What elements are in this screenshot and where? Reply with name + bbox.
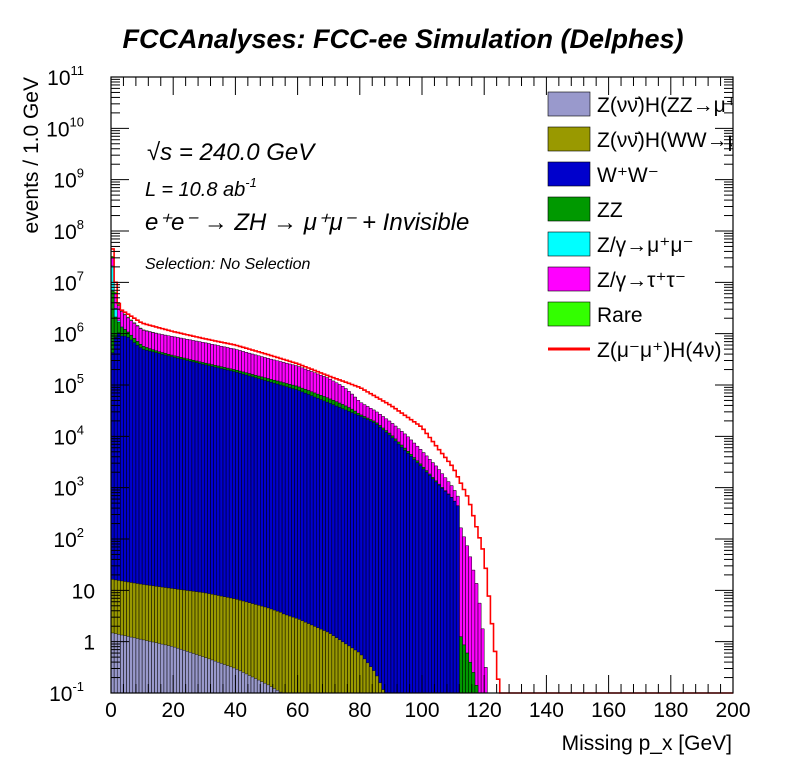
legend-label: Z(νν̄)H(WW→μ⁺νμ [597, 129, 773, 152]
y-tick-label: 108 [53, 217, 84, 244]
legend-label: Z/γ→μ⁺μ⁻ [597, 234, 694, 257]
y-axis-title: events / 1.0 GeV [20, 77, 43, 233]
y-tick-exponent: 8 [77, 217, 84, 232]
y-tick-exponent: 10 [70, 114, 84, 129]
legend-swatch [547, 91, 591, 117]
y-tick-label: 1011 [47, 63, 84, 90]
y-tick-exponent: 5 [77, 371, 84, 386]
lumi-text: L = 10.8 ab [145, 179, 245, 201]
legend-label: Rare [597, 304, 643, 327]
chart-title: FCCAnalyses: FCC-ee Simulation (Delphes) [122, 24, 683, 54]
sqrts-annotation: √s = 240.0 GeV [147, 139, 316, 166]
process-annotation: e⁺e⁻ → ZH → μ⁺μ⁻ + Invisible [145, 209, 469, 236]
x-axis-title: Missing p_x [GeV] [562, 732, 732, 755]
x-tick-label: 40 [224, 699, 247, 722]
legend: Z(νν̄)H(ZZ→μ⁺μ⁻ν⁺ Z(νν̄)H(WW→μ⁺νμ W⁺W⁻ ZZ Z/… [547, 91, 782, 362]
y-tick-label: 10-1 [49, 679, 84, 706]
y-tick-exponent: 2 [77, 525, 84, 540]
y-tick-exponent: 11 [71, 63, 85, 78]
y-tick-label: 10 [72, 580, 95, 603]
legend-swatch [547, 301, 591, 327]
legend-swatch [547, 126, 591, 152]
legend-swatch [547, 266, 591, 292]
y-tick-label: 109 [53, 166, 84, 193]
lumi-exponent: -1 [245, 175, 257, 190]
series-z-h-zz--area [110, 632, 283, 694]
y-tick-label: 107 [53, 268, 84, 295]
sqrts-text: s = 240.0 GeV [160, 139, 316, 166]
x-tick-label: 20 [162, 699, 185, 722]
annotation-layer: √s = 240.0 GeV L = 10.8 ab-1 e⁺e⁻ → ZH →… [145, 139, 469, 273]
y-tick-label: 103 [53, 474, 84, 501]
lumi-annotation: L = 10.8 ab-1 [145, 175, 257, 201]
x-tick-label: 160 [591, 699, 626, 722]
y-tick-exponent: 3 [77, 474, 84, 489]
selection-annotation: Selection: No Selection [145, 256, 311, 273]
y-tick-label: 102 [53, 525, 84, 552]
y-tick-label: 1 [83, 632, 95, 655]
y-tick-label: 106 [53, 320, 84, 347]
y-tick-exponent: 9 [77, 166, 84, 181]
legend-label: ZZ [597, 199, 623, 222]
legend-entries: Z(νν̄)H(ZZ→μ⁺μ⁻ν⁺ Z(νν̄)H(WW→μ⁺νμ W⁺W⁻ ZZ Z/… [547, 91, 782, 362]
legend-label: W⁺W⁻ [597, 164, 659, 187]
legend-label: Z(μ⁻μ⁺)H(4ν) [597, 339, 722, 362]
x-tick-label: 200 [715, 699, 750, 722]
x-tick-label: 180 [653, 699, 688, 722]
y-tick-label: 105 [53, 371, 84, 398]
y-tick-exponent: 6 [77, 320, 84, 335]
y-tick-exponent: -1 [72, 679, 84, 694]
y-tick-exponent: 4 [77, 422, 84, 437]
legend-label: Z(νν̄)H(ZZ→μ⁺μ⁻ν⁺ [597, 94, 782, 117]
legend-label: Z/γ→τ⁺τ⁻ [597, 269, 686, 292]
y-tick-label: 104 [53, 422, 84, 449]
y-tick-exponent: 7 [77, 268, 84, 283]
y-tick-label: 1010 [46, 114, 84, 141]
x-tick-label: 100 [404, 699, 439, 722]
x-tick-label: 140 [529, 699, 564, 722]
stack-layer [110, 248, 733, 694]
legend-swatch [547, 161, 591, 187]
legend-swatch [547, 231, 591, 257]
sqrt-sign: √ [147, 139, 161, 166]
x-axis-title-text: Missing p_x [GeV] [562, 732, 732, 755]
x-tick-label: 80 [348, 699, 371, 722]
x-tick-label: 0 [105, 699, 117, 722]
x-tick-label: 60 [286, 699, 309, 722]
x-tick-label: 120 [467, 699, 502, 722]
legend-swatch [547, 196, 591, 222]
